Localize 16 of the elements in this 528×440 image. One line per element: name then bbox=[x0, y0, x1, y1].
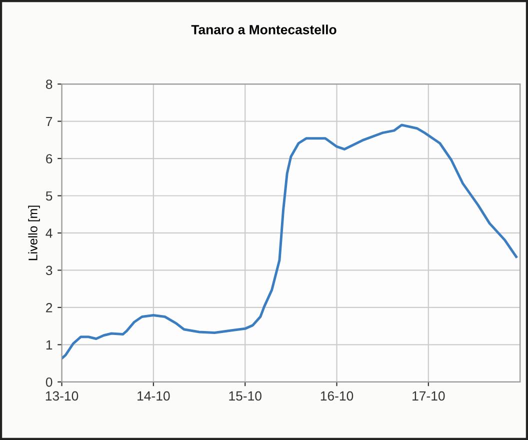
x-tick-label: 13-10 bbox=[46, 391, 78, 401]
y-axis-title: Livello [m] bbox=[28, 206, 40, 260]
y-tick-label: 8 bbox=[46, 80, 52, 89]
y-tick-label: 6 bbox=[46, 154, 52, 164]
y-tick-label: 5 bbox=[46, 191, 52, 201]
y-tick-label: 7 bbox=[46, 116, 52, 126]
y-tick-label: 0 bbox=[46, 377, 52, 387]
x-tick-label: 16-10 bbox=[320, 391, 354, 401]
y-tick-label: 3 bbox=[46, 266, 52, 276]
x-tick-label: 15-10 bbox=[229, 391, 262, 401]
x-tick-label: 17-10 bbox=[412, 391, 445, 401]
chart-title: Tanaro a Montecastello bbox=[191, 24, 336, 34]
x-tick-label: 14-10 bbox=[138, 391, 170, 401]
y-tick-label: 2 bbox=[46, 303, 52, 312]
y-tick-label: 1 bbox=[46, 340, 52, 350]
y-tick-label: 4 bbox=[46, 228, 52, 238]
